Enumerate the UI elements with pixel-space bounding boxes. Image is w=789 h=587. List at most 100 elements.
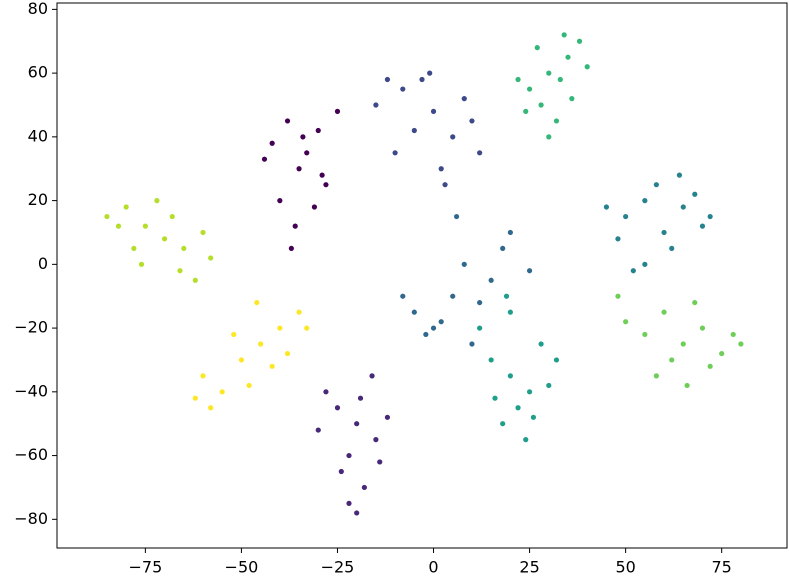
point xyxy=(115,223,122,229)
point xyxy=(603,204,610,210)
point xyxy=(208,255,214,261)
point xyxy=(669,245,675,252)
point xyxy=(292,223,298,229)
point xyxy=(411,127,417,134)
point xyxy=(138,261,145,267)
point xyxy=(254,299,260,306)
point xyxy=(469,341,475,347)
point xyxy=(526,389,533,395)
point xyxy=(623,319,629,325)
x-tick-label: 0 xyxy=(428,558,438,577)
point xyxy=(488,277,494,283)
point xyxy=(584,64,590,70)
point xyxy=(507,373,513,379)
point xyxy=(161,236,168,242)
point xyxy=(500,421,506,427)
point xyxy=(469,118,475,124)
point xyxy=(553,118,560,124)
y-tick-label: −20 xyxy=(14,318,48,337)
point xyxy=(526,86,533,92)
point xyxy=(477,325,483,331)
point xyxy=(423,331,429,338)
point xyxy=(284,118,291,124)
point xyxy=(300,134,306,140)
point xyxy=(304,150,310,156)
point xyxy=(269,363,275,369)
point xyxy=(315,127,321,134)
point xyxy=(400,86,406,92)
point xyxy=(692,191,698,197)
point xyxy=(557,76,563,83)
point xyxy=(738,341,744,347)
point xyxy=(692,299,698,306)
point xyxy=(538,102,544,108)
point xyxy=(500,245,506,252)
point xyxy=(699,325,706,331)
point xyxy=(192,277,198,283)
point xyxy=(334,405,341,411)
y-tick-label: −80 xyxy=(14,509,48,528)
point xyxy=(642,331,648,338)
point xyxy=(377,459,383,465)
point xyxy=(427,70,433,76)
point xyxy=(192,395,198,401)
point xyxy=(526,268,533,274)
point xyxy=(642,261,648,267)
point xyxy=(661,309,667,315)
y-tick-label: 40 xyxy=(28,126,48,145)
point xyxy=(523,437,529,443)
point xyxy=(238,357,245,363)
point xyxy=(296,166,302,172)
point xyxy=(357,395,364,401)
point xyxy=(373,437,379,443)
x-tick-label: 25 xyxy=(519,558,539,577)
point xyxy=(319,172,325,178)
point xyxy=(430,108,437,114)
point xyxy=(384,76,391,83)
point xyxy=(546,70,552,76)
point xyxy=(338,468,344,475)
point xyxy=(676,172,683,178)
point xyxy=(442,182,448,188)
point xyxy=(661,229,667,236)
point xyxy=(373,102,379,108)
point xyxy=(546,134,552,140)
point xyxy=(488,357,494,363)
point xyxy=(419,76,425,83)
point xyxy=(392,150,398,156)
point xyxy=(438,319,444,325)
point xyxy=(507,309,513,315)
y-tick-label: −40 xyxy=(14,381,48,400)
point xyxy=(630,268,636,274)
point xyxy=(707,363,713,369)
point xyxy=(269,140,275,146)
point xyxy=(477,299,483,306)
point xyxy=(311,204,318,210)
point xyxy=(304,325,310,331)
point xyxy=(538,341,544,347)
x-tick-label: −75 xyxy=(128,558,162,577)
point xyxy=(553,357,560,363)
point xyxy=(503,293,510,299)
point xyxy=(411,309,417,315)
point xyxy=(200,373,206,379)
x-tick-label: −25 xyxy=(321,558,355,577)
plot-frame xyxy=(56,2,788,549)
point xyxy=(354,421,360,427)
y-tick-label: 20 xyxy=(28,190,48,209)
point xyxy=(258,341,264,347)
y-tick-label: 0 xyxy=(38,254,48,273)
point xyxy=(323,389,329,395)
point xyxy=(492,395,498,401)
point xyxy=(623,213,629,220)
point xyxy=(315,427,321,433)
point xyxy=(684,382,690,389)
point xyxy=(354,510,360,516)
point xyxy=(530,414,537,420)
point xyxy=(515,405,521,411)
point xyxy=(323,182,329,188)
point xyxy=(534,45,540,51)
point xyxy=(288,245,294,252)
point xyxy=(450,293,456,299)
